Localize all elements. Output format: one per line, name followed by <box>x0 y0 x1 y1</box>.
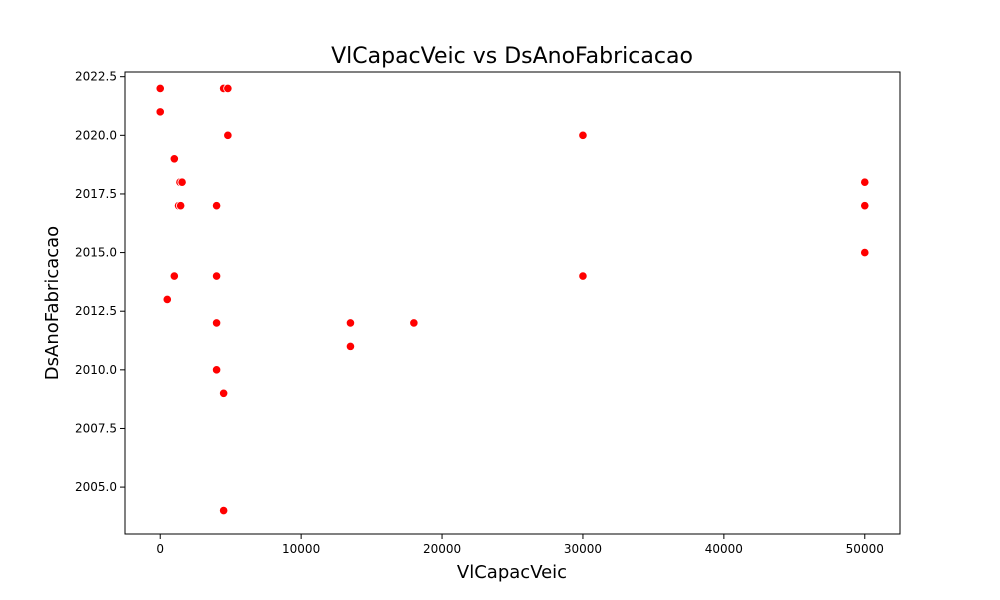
data-point <box>169 271 179 281</box>
data-point <box>409 318 419 328</box>
data-point <box>169 154 179 164</box>
data-point <box>176 201 186 211</box>
data-point <box>177 177 187 187</box>
y-tick-label: 2010.0 <box>75 363 117 377</box>
y-tick-label: 2022.5 <box>75 70 117 84</box>
data-point <box>860 201 870 211</box>
y-tick-label: 2012.5 <box>75 304 117 318</box>
y-axis-label: DsAnoFabricacao <box>42 226 63 380</box>
x-axis-label: VlCapacVeic <box>457 562 567 583</box>
data-point <box>860 247 870 258</box>
data-point <box>223 83 233 94</box>
x-tick-label: 50000 <box>846 542 884 556</box>
chart-title: VlCapacVeic vs DsAnoFabricacao <box>331 44 693 69</box>
x-tick-label: 10000 <box>282 542 320 556</box>
data-point <box>219 388 229 398</box>
data-point <box>211 201 222 211</box>
data-point <box>578 271 588 281</box>
data-point <box>219 505 229 516</box>
x-tick-label: 20000 <box>423 542 461 556</box>
y-axis: 2005.0 2007.5 2010.0 2012.5 2015.0 2017.5 2020… <box>75 70 125 494</box>
data-point <box>223 130 233 140</box>
x-tick-label: 40000 <box>705 542 743 556</box>
plot-frame <box>124 71 901 535</box>
y-tick-label: 2005.0 <box>75 480 117 494</box>
data-point <box>860 177 870 187</box>
data-point <box>155 107 165 117</box>
data-point <box>578 130 588 140</box>
data-point <box>345 341 356 351</box>
data-point <box>211 318 222 328</box>
points-layer <box>155 83 870 516</box>
y-tick-label: 2020.0 <box>75 128 117 142</box>
data-point <box>211 365 222 375</box>
data-point <box>211 271 222 281</box>
y-tick-label: 2015.0 <box>75 246 117 260</box>
y-tick-label: 2017.5 <box>75 187 117 201</box>
x-tick-label: 30000 <box>564 542 602 556</box>
x-axis: 0 10000 20000 30000 40000 50000 <box>156 534 884 556</box>
data-point <box>155 83 165 94</box>
data-point <box>345 318 356 328</box>
data-point <box>162 294 172 305</box>
x-tick-label: 0 <box>156 542 164 556</box>
y-tick-label: 2007.5 <box>75 421 117 435</box>
